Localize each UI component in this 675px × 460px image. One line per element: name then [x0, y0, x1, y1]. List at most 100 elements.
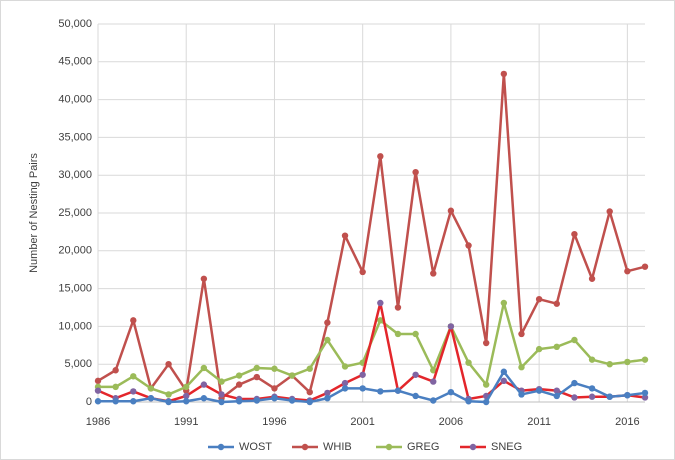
- data-point: [394, 387, 402, 394]
- data-point: [218, 391, 225, 398]
- y-tick-label: 15,000: [58, 283, 92, 295]
- legend-marker: [469, 443, 477, 451]
- data-point: [624, 268, 631, 275]
- data-point: [606, 393, 613, 400]
- data-point: [571, 379, 578, 387]
- data-point: [271, 365, 278, 372]
- data-point: [271, 385, 278, 392]
- data-point: [447, 323, 455, 330]
- data-point: [394, 304, 402, 311]
- data-point: [165, 391, 172, 398]
- legend-marker: [301, 443, 309, 451]
- data-point: [341, 379, 349, 387]
- data-point: [412, 168, 419, 176]
- data-point: [553, 343, 560, 351]
- data-point: [571, 394, 578, 401]
- data-point: [500, 70, 508, 78]
- data-point: [430, 270, 437, 277]
- data-point: [359, 371, 366, 378]
- data-point: [500, 368, 508, 375]
- data-point: [359, 385, 366, 392]
- data-point: [624, 358, 631, 366]
- data-point: [482, 398, 490, 406]
- legend: WOST WHIB GREG SNEG: [208, 441, 522, 453]
- data-point: [465, 242, 472, 249]
- data-point: [341, 363, 349, 370]
- data-point: [341, 232, 349, 239]
- y-tick-label: 10,000: [58, 320, 92, 332]
- data-point: [377, 153, 384, 160]
- data-point: [306, 388, 313, 396]
- y-tick-label: 45,000: [58, 56, 92, 68]
- data-point: [641, 356, 649, 363]
- data-point: [377, 317, 384, 324]
- data-point: [112, 383, 119, 391]
- y-tick-label: 30,000: [58, 169, 92, 181]
- data-point: [553, 392, 560, 400]
- data-point: [553, 300, 560, 307]
- data-point: [94, 377, 102, 385]
- data-point: [324, 389, 331, 397]
- data-point: [518, 391, 525, 398]
- data-point: [341, 385, 349, 392]
- legend-label: SNEG: [491, 441, 522, 453]
- legend-label: WOST: [239, 441, 272, 453]
- data-point: [235, 381, 243, 388]
- data-point: [235, 398, 243, 405]
- data-point: [641, 263, 649, 270]
- data-point: [130, 398, 137, 405]
- legend-label: WHIB: [323, 441, 352, 453]
- y-axis-label: Number of Nesting Pairs: [28, 153, 40, 273]
- data-point: [183, 383, 190, 391]
- x-tick-label: 2006: [439, 416, 463, 428]
- data-point: [535, 295, 543, 303]
- data-point: [235, 372, 243, 379]
- x-tick-label: 1996: [262, 416, 286, 428]
- data-point: [606, 361, 613, 368]
- data-point: [324, 319, 331, 326]
- legend-marker: [385, 443, 393, 451]
- data-point: [500, 377, 508, 385]
- data-point: [641, 389, 649, 397]
- data-point: [324, 395, 331, 402]
- data-point: [641, 394, 649, 401]
- data-point: [606, 208, 613, 215]
- y-tick-label: 40,000: [58, 94, 92, 106]
- data-point: [200, 395, 208, 402]
- data-point: [147, 385, 155, 392]
- data-point: [183, 398, 190, 405]
- y-tick-label: 5,000: [64, 358, 92, 370]
- y-tick-label: 50,000: [58, 18, 92, 30]
- data-point: [412, 371, 419, 378]
- data-point: [588, 385, 596, 392]
- data-point: [412, 330, 419, 338]
- data-point: [306, 398, 313, 406]
- data-point: [324, 336, 331, 344]
- data-point: [200, 381, 208, 388]
- data-point: [130, 388, 137, 395]
- data-point: [147, 395, 155, 402]
- data-point: [377, 299, 384, 307]
- data-point: [571, 230, 578, 238]
- data-point: [271, 395, 278, 402]
- x-tick-label: 2011: [527, 416, 551, 428]
- data-point: [306, 365, 313, 372]
- data-point: [359, 268, 366, 276]
- data-point: [571, 336, 578, 344]
- data-point: [288, 372, 296, 379]
- data-point: [518, 364, 525, 371]
- y-tick-label: 35,000: [58, 131, 92, 143]
- data-point: [377, 388, 384, 395]
- data-point: [288, 397, 296, 404]
- data-point: [553, 387, 560, 394]
- x-tick-label: 2001: [350, 416, 374, 428]
- data-point: [447, 207, 455, 214]
- data-point: [112, 367, 119, 374]
- x-tick-label: 2016: [615, 416, 639, 428]
- data-point: [200, 275, 208, 282]
- data-point: [94, 387, 102, 394]
- data-point: [94, 398, 102, 405]
- data-point: [535, 345, 543, 353]
- data-point: [253, 397, 261, 404]
